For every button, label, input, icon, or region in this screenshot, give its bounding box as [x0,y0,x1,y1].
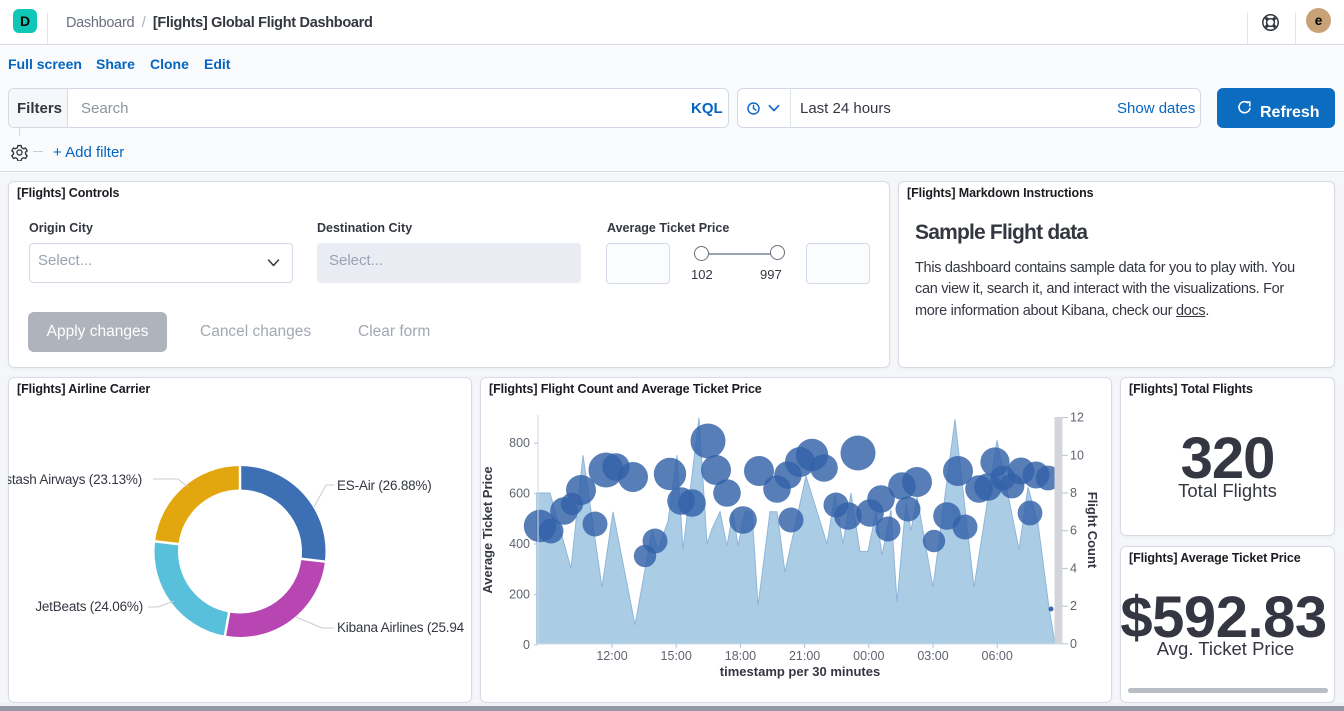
svg-text:600: 600 [509,487,530,501]
svg-text:21:00: 21:00 [789,649,820,663]
svg-text:06:00: 06:00 [982,649,1013,663]
svg-text:12:00: 12:00 [596,649,627,663]
svg-text:JetBeats (24.06%): JetBeats (24.06%) [35,599,143,614]
svg-text:0: 0 [1070,637,1077,651]
svg-text:Average Ticket Price: Average Ticket Price [480,466,495,593]
svg-text:2: 2 [1070,599,1077,613]
svg-text:ES-Air (26.88%): ES-Air (26.88%) [337,478,432,493]
svg-text:Kibana Airlines (25.94: Kibana Airlines (25.94 [337,620,465,635]
svg-text:timestamp per 30 minutes: timestamp per 30 minutes [720,664,880,679]
svg-text:12: 12 [1070,411,1084,425]
svg-text:10: 10 [1070,448,1084,462]
svg-text:800: 800 [509,436,530,450]
svg-text:8: 8 [1070,486,1077,500]
svg-text:0: 0 [523,638,530,652]
svg-text:15:00: 15:00 [661,649,692,663]
svg-text:stash Airways (23.13%): stash Airways (23.13%) [8,472,142,487]
svg-text:Flight Count: Flight Count [1085,492,1100,569]
svg-text:00:00: 00:00 [853,649,884,663]
svg-text:400: 400 [509,537,530,551]
svg-text:200: 200 [509,587,530,601]
svg-text:03:00: 03:00 [917,649,948,663]
svg-text:6: 6 [1070,524,1077,538]
svg-text:4: 4 [1070,561,1077,575]
svg-text:18:00: 18:00 [725,649,756,663]
